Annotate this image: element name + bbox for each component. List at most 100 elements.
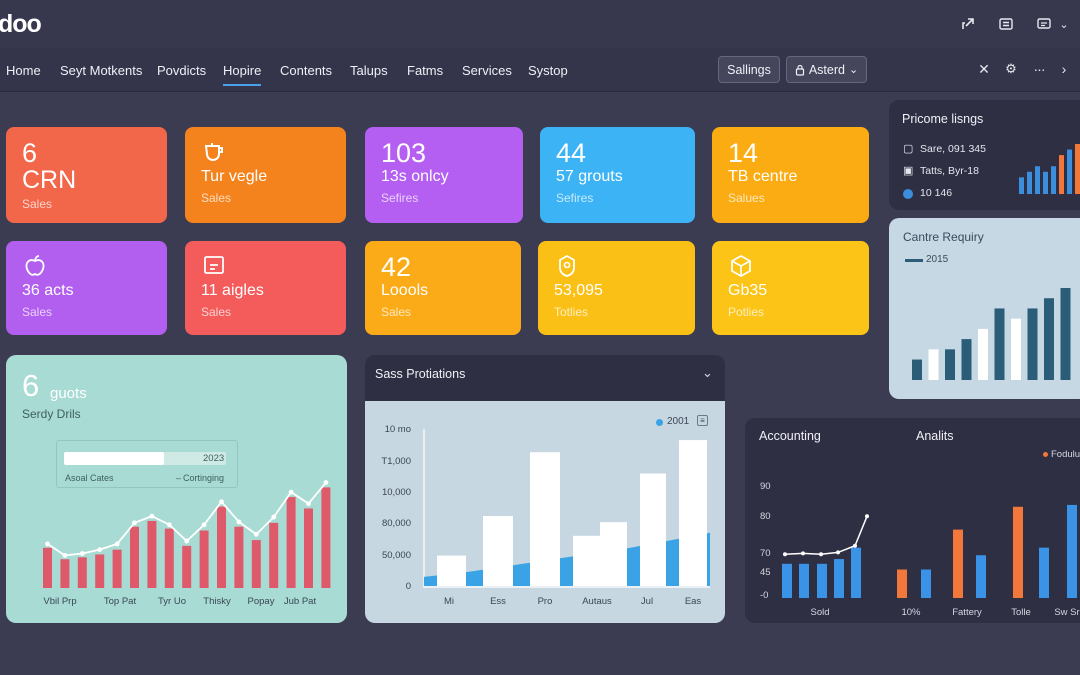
goals-bar xyxy=(130,526,139,588)
accounting-x-label: 10% xyxy=(901,607,921,618)
accounting-combo-chart: 90 80 70 45 -0 Sold 10% Fattery Tolle Sw Sr xyxy=(760,481,1080,618)
progress-label: Asoal Cates xyxy=(65,473,114,483)
tile-number: 42 xyxy=(381,252,412,282)
accounting-y-label: 80 xyxy=(760,511,771,522)
goals-combo-chart: Vbil Prp Top Pat Tyr Uo Thisky Popay Jub Pat xyxy=(43,480,331,607)
accounting-trend-point xyxy=(801,551,805,556)
nav-item-systop[interactable]: Systop xyxy=(528,63,568,78)
accounting-bar xyxy=(851,547,861,598)
more-icon[interactable]: ··· xyxy=(1033,61,1046,77)
chat-icon[interactable] xyxy=(1032,12,1056,36)
dot-icon xyxy=(903,189,913,199)
pricing-bar xyxy=(1035,166,1040,194)
chevron-right-icon[interactable]: › xyxy=(1061,61,1067,77)
list-icon[interactable] xyxy=(994,12,1018,36)
nav-item-contents[interactable]: Contents xyxy=(280,63,333,78)
progress-fill xyxy=(64,452,165,465)
goals-trend-point xyxy=(79,551,85,556)
goals-bar xyxy=(182,545,192,588)
goals-title: guots xyxy=(50,385,87,402)
sales-x-label: Autaus xyxy=(582,596,612,607)
app-logo[interactable]: doo xyxy=(0,10,42,38)
goals-bar xyxy=(217,506,226,588)
tile-subtitle: Sefires xyxy=(556,191,594,205)
kpi-tile-totlies[interactable]: 53,095 Totlies xyxy=(538,241,695,335)
kpi-tile-acts[interactable]: 36 acts Sales xyxy=(6,241,167,335)
tile-subtitle: Sales xyxy=(22,305,53,319)
goals-x-label: Top Pat xyxy=(104,596,137,607)
nav-item-talups[interactable]: Talups xyxy=(350,63,388,78)
goals-trend-point xyxy=(201,522,207,528)
tile-subtitle: Sales xyxy=(381,305,412,319)
kpi-tile-grouts[interactable]: 44 57 grouts Sefires xyxy=(540,127,695,223)
nav-item-home[interactable]: Home xyxy=(6,63,41,78)
accounting-x-label: Fattery xyxy=(952,607,982,618)
goals-trend-point xyxy=(323,480,329,485)
tile-text: 53,095 xyxy=(554,282,603,299)
close-icon[interactable]: ✕ xyxy=(978,61,990,77)
pricing-mini-chart xyxy=(1019,144,1080,194)
goals-trend-point xyxy=(45,541,50,547)
accounting-bar xyxy=(976,555,986,598)
accounting-legend: Fodulu xyxy=(1051,449,1080,460)
nav-item-hopire[interactable]: Hopire xyxy=(223,63,262,86)
centre-panel-title: Cantre Requiry xyxy=(903,230,984,244)
top-bar xyxy=(0,0,1080,48)
accounting-x-label: Sw Sr xyxy=(1054,607,1079,618)
goals-bar xyxy=(269,522,279,588)
nav-item-services[interactable]: Services xyxy=(462,63,512,78)
accounting-bar xyxy=(1067,504,1077,598)
nav-item-povdicts[interactable]: Povdicts xyxy=(157,63,207,78)
kpi-tile-loools[interactable]: 42 Loools Sales xyxy=(365,241,521,335)
tile-text: Gb35 xyxy=(728,282,768,299)
kpi-tile-potlies[interactable]: Gb35 Potlies xyxy=(712,241,869,335)
nav-item-motkents[interactable]: Seyt Motkents xyxy=(60,63,143,78)
progress-card xyxy=(56,440,238,488)
pricing-panel-title: Pricome lisngs xyxy=(902,112,984,126)
accounting-bar xyxy=(782,563,792,598)
kpi-tile-tb-centre[interactable]: 14 TB centre Salues xyxy=(712,127,869,223)
accounting-y-label: -0 xyxy=(760,590,768,601)
goals-subtitle: Serdy Drils xyxy=(22,407,81,421)
account-button[interactable]: Asterd ⌄ xyxy=(786,56,867,83)
goals-trend-point xyxy=(306,501,311,507)
chevron-down-icon[interactable]: ⌄ xyxy=(1059,18,1069,31)
pricing-bar xyxy=(1019,177,1024,194)
tile-subtitle: Sales xyxy=(22,197,53,211)
sales-y-label: 10 mo xyxy=(385,424,411,435)
sales-x-label: Ess xyxy=(490,596,506,607)
kpi-tile-tur-vegle[interactable]: Tur vegle Sales xyxy=(185,127,346,223)
accounting-bar xyxy=(897,569,907,598)
apple-icon xyxy=(25,255,45,276)
goals-x-label: Thisky xyxy=(203,596,231,607)
sales-y-label: T1,000 xyxy=(381,456,411,467)
kpi-tile-onlcy[interactable]: 103 13s onlcy Sefires xyxy=(365,127,523,223)
goals-x-label: Jub Pat xyxy=(284,596,317,607)
expand-icon[interactable]: ≡ xyxy=(697,415,708,426)
settings-button[interactable]: Sallings xyxy=(718,56,780,83)
share-icon[interactable] xyxy=(956,12,980,36)
accounting-trend-point xyxy=(836,550,840,555)
goals-trend-line xyxy=(47,482,327,557)
accounting-y-label: 70 xyxy=(760,548,771,559)
gear-icon[interactable]: ⚙ xyxy=(1005,61,1017,76)
kpi-tile-aigles[interactable]: 11 aigles Sales xyxy=(185,241,346,335)
goals-trend-point xyxy=(166,522,172,528)
tile-number: 6 xyxy=(22,138,38,168)
goals-trend-point xyxy=(97,547,103,553)
progress-track xyxy=(64,452,226,465)
goals-trend-point xyxy=(132,520,137,526)
nav-item-fatms[interactable]: Fatms xyxy=(407,63,444,78)
sales-x-label: Eas xyxy=(685,596,702,607)
sales-bar xyxy=(640,473,666,586)
kpi-tile-crn[interactable]: 6 CRN Sales xyxy=(6,127,167,223)
goals-bar xyxy=(164,528,174,588)
sales-bar xyxy=(600,522,627,586)
accounting-trend-point xyxy=(853,543,857,548)
goals-trend-point xyxy=(114,541,120,547)
accounting-trend-line xyxy=(784,516,868,556)
sales-bar xyxy=(437,555,466,586)
chevron-down-icon: ⌄ xyxy=(848,64,859,76)
progress-legend: Cortinging xyxy=(183,473,225,483)
chevron-down-icon[interactable]: ⌄ xyxy=(702,365,713,380)
